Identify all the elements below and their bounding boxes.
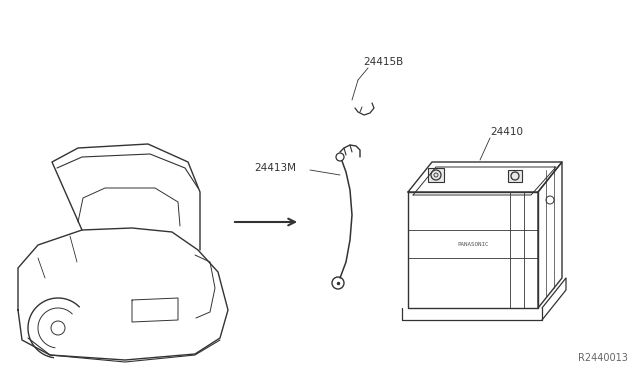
FancyBboxPatch shape bbox=[428, 168, 444, 182]
Text: PANASONIC: PANASONIC bbox=[457, 241, 489, 247]
Text: R2440013: R2440013 bbox=[578, 353, 628, 363]
Text: 24415B: 24415B bbox=[363, 57, 403, 67]
Text: 24410: 24410 bbox=[490, 127, 523, 137]
FancyBboxPatch shape bbox=[508, 170, 522, 182]
Text: 24413M: 24413M bbox=[254, 163, 296, 173]
